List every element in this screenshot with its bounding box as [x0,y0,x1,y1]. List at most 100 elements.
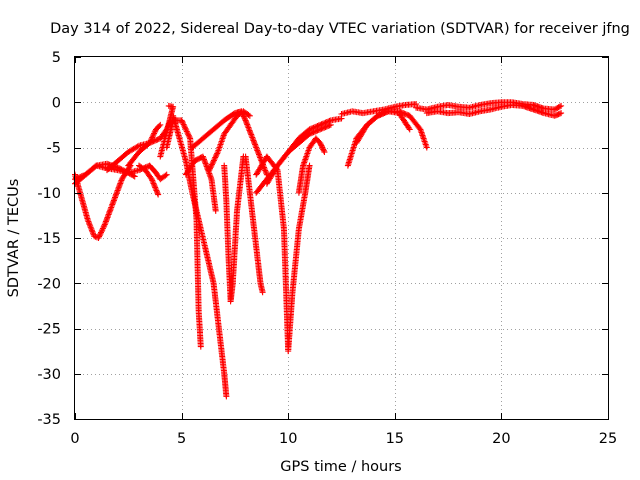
data-point [295,191,308,232]
series-arc-9 [182,153,219,214]
data-point [321,149,328,156]
data-point [195,307,204,348]
data-point [477,106,493,115]
series-arc-6 [136,162,162,198]
data-point [487,104,503,113]
series-arc-5 [125,121,164,169]
x-tick-label: 5 [177,431,186,447]
data-point [300,146,312,169]
series-arc-13 [242,153,266,296]
data-point [295,127,312,142]
data-point [142,167,154,181]
data-point [136,162,148,173]
x-tick-label: 20 [492,431,510,447]
data-point [558,110,565,117]
data-point [259,289,266,296]
data-point [285,290,296,355]
data-point [223,198,232,258]
y-tick-label: -10 [37,186,61,202]
data-point [306,127,322,137]
data-points [72,99,565,400]
data-point [477,100,493,108]
data-point [157,153,164,160]
data-point [157,121,164,128]
data-point [217,334,228,376]
data-point [466,108,482,117]
series-arc-16 [263,115,345,187]
data-point [246,112,253,119]
data-point [221,110,237,124]
series-arc-12 [221,153,247,305]
data-point [413,104,429,113]
data-point [114,164,130,176]
data-point [327,115,343,124]
data-point [155,191,162,198]
data-point [406,112,423,132]
data-point [240,108,252,118]
data-point [199,127,216,142]
data-point [466,102,482,111]
data-point [417,126,430,149]
data-point [178,117,193,141]
y-tick-labels: 5 0 -5 -10 -15 -20 -25 -30 -35 [37,50,61,428]
data-point [223,393,230,400]
data-point [146,162,159,175]
data-point [295,131,312,146]
data-point [242,117,259,150]
data-point [110,177,125,205]
x-axis-label: GPS time / hours [280,459,401,475]
data-point [364,113,380,128]
data-point [221,162,230,204]
data-point [125,150,141,169]
data-point [182,159,197,178]
data-point [455,109,471,117]
data-point [101,200,116,228]
data-point [253,154,270,178]
data-point [551,110,563,119]
data-point [104,159,120,174]
data-point [212,207,219,214]
data-point [163,171,170,178]
data-point [148,176,161,197]
data-point [157,172,169,183]
data-point [396,110,412,132]
data-point [208,176,219,213]
data-point [199,235,217,285]
data-point [199,153,214,181]
data-point [445,102,461,110]
y-tick-label: -30 [37,367,61,383]
x-tick-labels: 0 5 10 15 20 25 [70,431,617,447]
y-axis-label: SDTVAR / TECUs [6,179,22,298]
data-point [551,103,563,113]
data-point [541,110,557,119]
data-point [229,209,240,287]
data-point [274,150,291,169]
data-point [423,144,430,151]
data-point [246,189,257,231]
data-point [210,280,223,339]
x-tick-label: 10 [279,431,297,447]
y-tick-label: -25 [37,322,61,338]
y-tick-label: -5 [47,141,61,157]
series-arc-10 [189,108,270,178]
data-point [251,225,262,267]
series-arc-17 [295,135,328,196]
chart-title: Day 314 of 2022, Sidereal Day-to-day VTE… [50,21,630,37]
data-point [434,102,450,110]
data-point [349,108,365,116]
data-point [176,135,189,163]
data-point [206,150,221,174]
data-point [353,123,370,146]
data-point [136,141,152,155]
series-arc-14 [253,153,313,355]
data-point [306,162,313,169]
axis-ticks [75,57,609,420]
series-arc-22 [423,102,565,119]
data-point [91,233,100,241]
data-point [312,135,323,145]
data-point [227,114,240,128]
data-point [263,163,280,187]
data-point [82,163,99,178]
data-point [131,173,138,180]
